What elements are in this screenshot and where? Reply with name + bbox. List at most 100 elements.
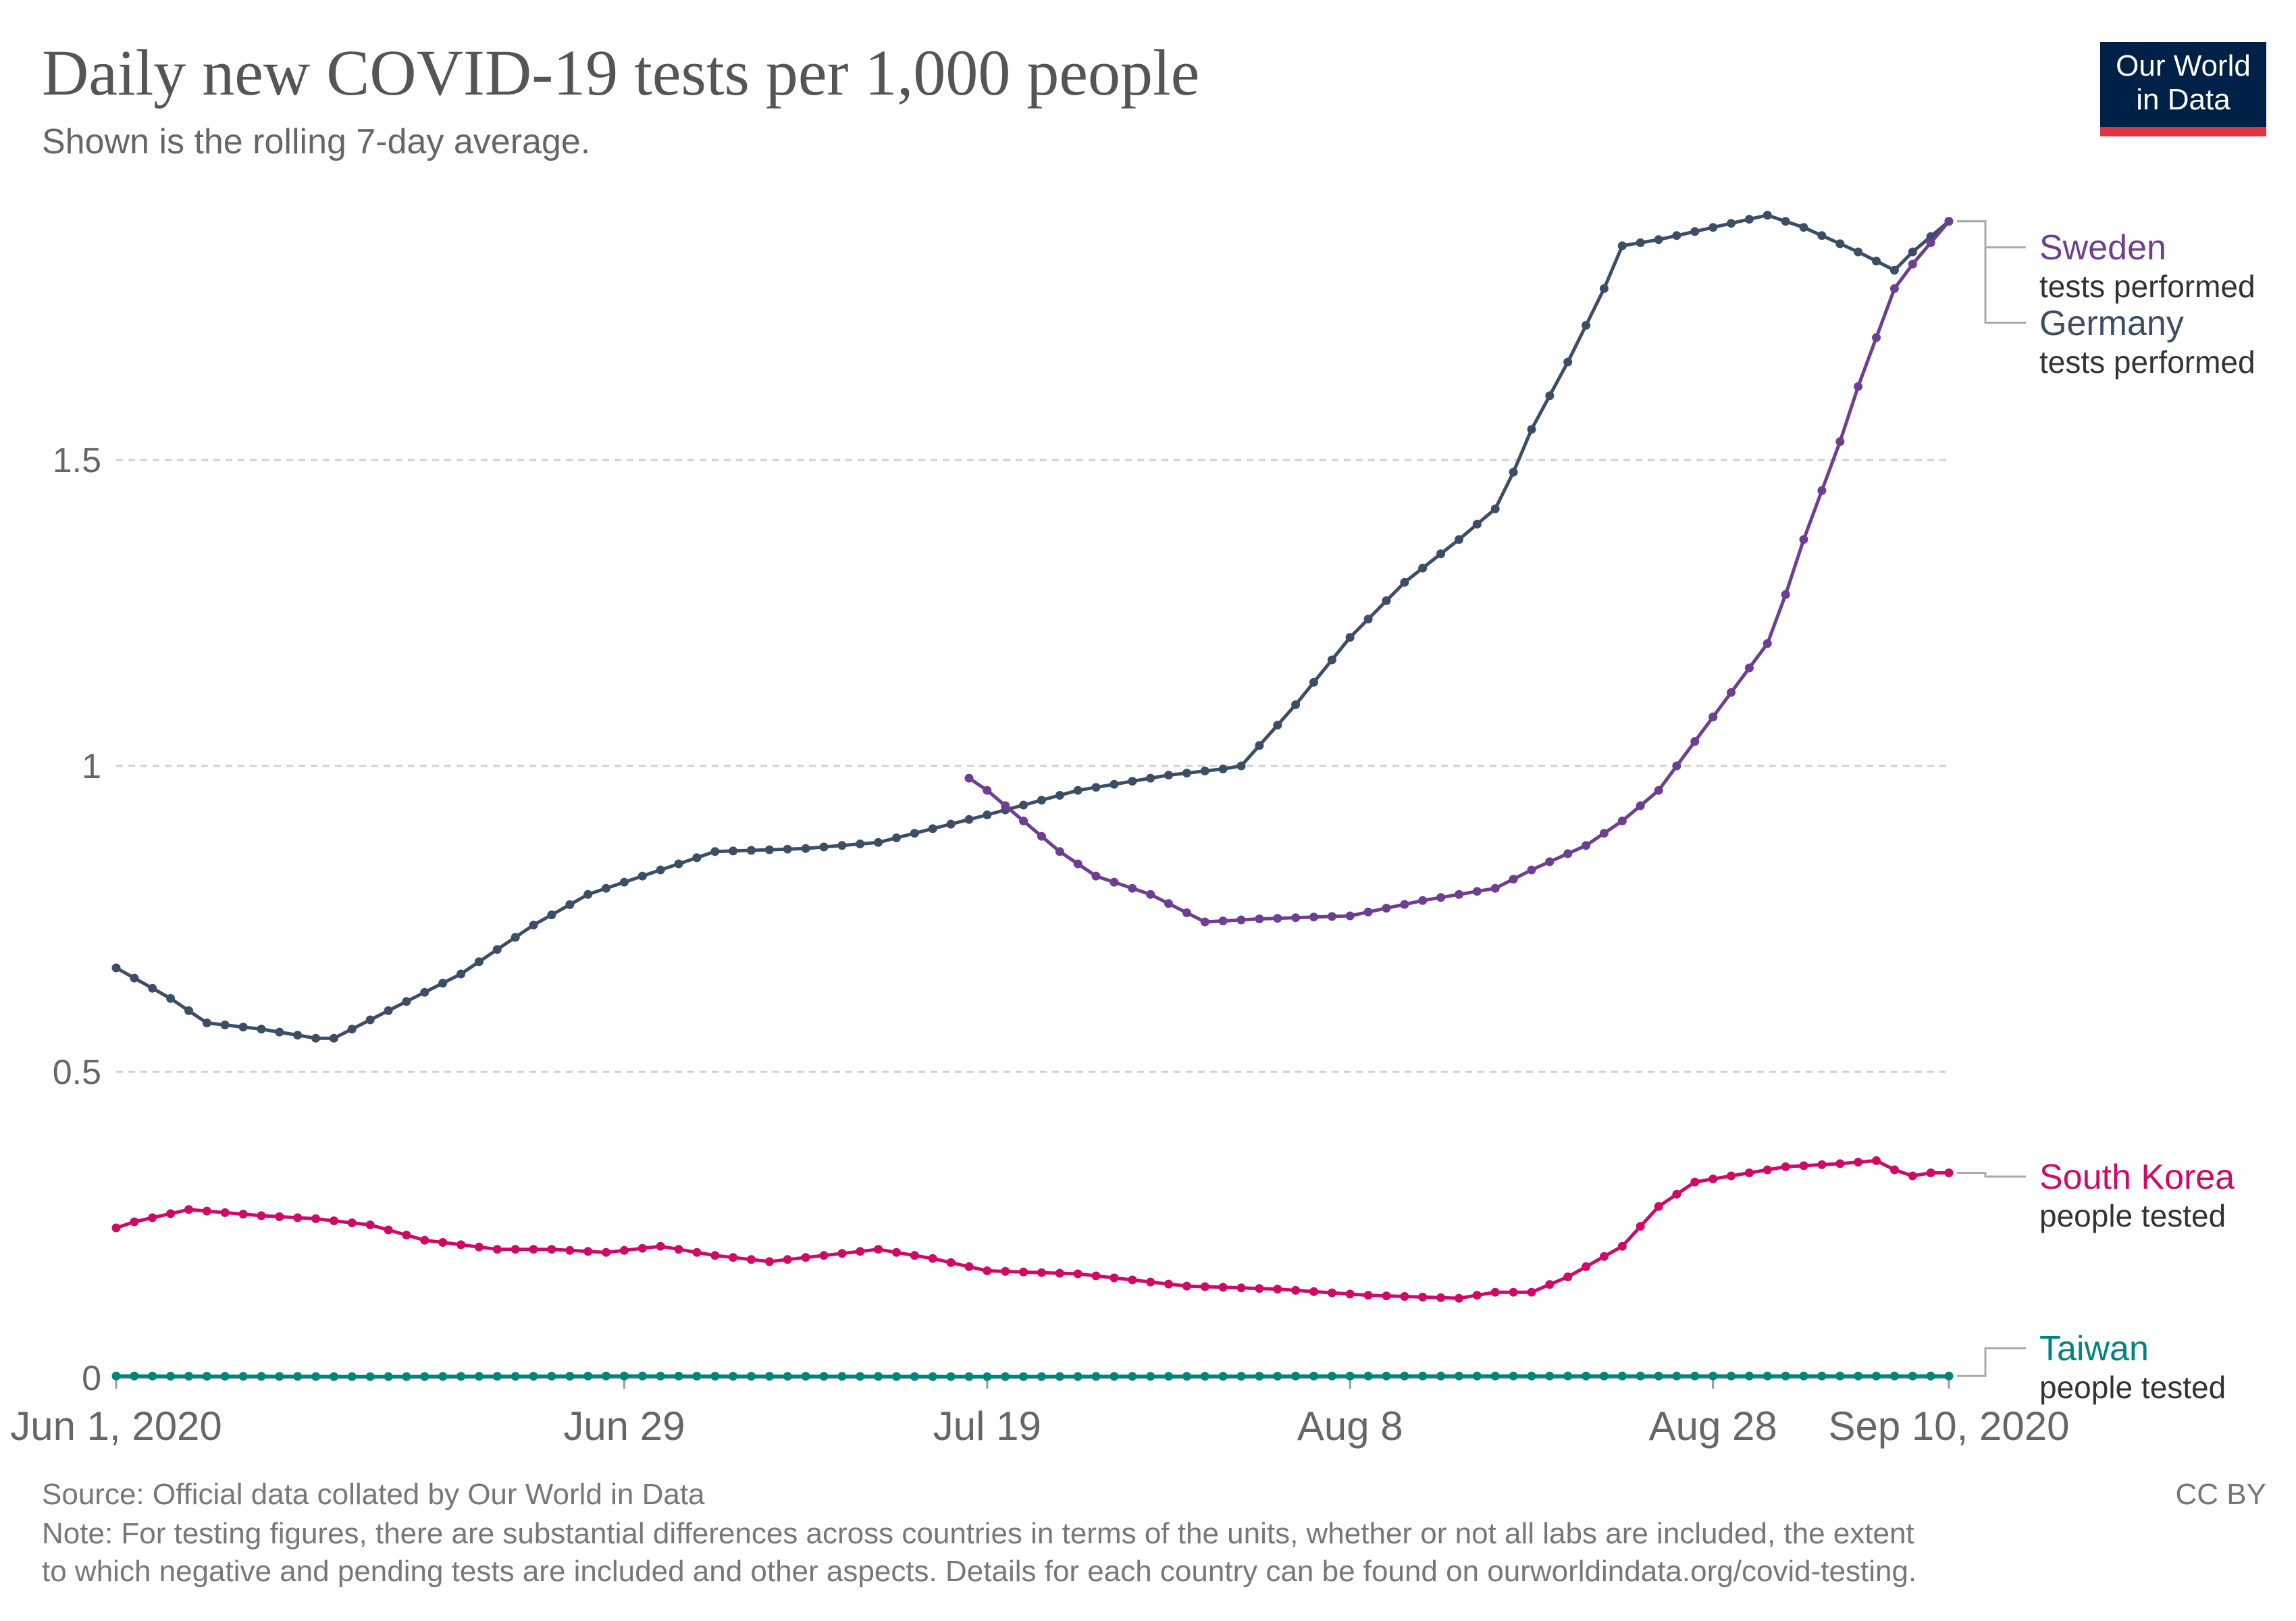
data-point [747, 1372, 756, 1381]
data-point [1200, 1282, 1209, 1291]
data-point [1563, 1272, 1573, 1281]
data-point [710, 1251, 720, 1260]
data-point [874, 1245, 883, 1254]
data-point [257, 1211, 266, 1220]
data-point [511, 933, 520, 942]
data-point [511, 1372, 520, 1381]
data-point [583, 1247, 593, 1256]
data-point [492, 945, 502, 954]
data-point [1146, 1372, 1155, 1381]
data-point [1200, 1372, 1209, 1381]
data-point [692, 1372, 702, 1381]
label-connector [1957, 220, 2026, 249]
data-point [1672, 1189, 1681, 1199]
data-point [1200, 917, 1209, 927]
logo-line-2: in Data [2136, 83, 2230, 116]
data-point [420, 1372, 429, 1381]
data-point [1509, 1371, 1518, 1381]
series-name-label: Germany [2039, 304, 2184, 343]
data-point [365, 1015, 375, 1025]
data-point [1146, 773, 1155, 783]
data-point [1182, 769, 1191, 778]
owid-logo[interactable]: Our World in Data [2100, 42, 2266, 136]
data-point [964, 1372, 974, 1381]
data-point [474, 1242, 484, 1252]
data-point [1091, 1372, 1101, 1381]
data-point [1744, 1371, 1754, 1381]
data-point [492, 1245, 502, 1254]
data-point [1037, 1268, 1046, 1277]
data-point [656, 1241, 665, 1251]
data-point [275, 1027, 284, 1037]
data-point [1545, 1280, 1555, 1289]
series-sweden [964, 217, 1954, 927]
data-point [347, 1025, 357, 1034]
data-point [1455, 1371, 1463, 1381]
data-point [1400, 577, 1409, 587]
data-point [148, 983, 157, 993]
data-point [1872, 1371, 1881, 1381]
data-point [474, 1372, 484, 1381]
data-point [710, 847, 720, 856]
data-point [964, 773, 974, 783]
data-point [819, 1251, 829, 1260]
data-point [565, 900, 575, 909]
footer-source[interactable]: Source: Official data collated by Our Wo… [42, 1478, 705, 1511]
data-point [1799, 535, 1808, 544]
data-point [1327, 1371, 1336, 1381]
data-point [1727, 688, 1736, 697]
data-point [1617, 817, 1627, 825]
series-unit-label: tests performed [2039, 269, 2255, 304]
data-point [856, 1372, 865, 1381]
data-point [1872, 257, 1881, 265]
series-name-label: South Korea [2039, 1158, 2235, 1197]
data-point [1073, 1269, 1082, 1279]
data-point [1236, 1283, 1246, 1293]
data-point [1545, 1371, 1555, 1381]
data-point [1436, 1293, 1446, 1302]
data-point [1073, 859, 1082, 869]
data-point [674, 859, 683, 869]
data-point [1055, 847, 1064, 856]
data-point [1582, 1262, 1591, 1271]
data-point [1363, 1291, 1373, 1300]
data-point [1563, 849, 1573, 858]
data-point [1744, 1168, 1754, 1177]
data-point [1944, 217, 1954, 226]
data-point [1400, 1292, 1409, 1301]
data-point [184, 1006, 193, 1015]
series-unit-label: people tested [2039, 1370, 2226, 1405]
data-point [1582, 321, 1591, 330]
data-point [275, 1372, 284, 1381]
data-point [1617, 241, 1627, 251]
series-name-label: Taiwan [2039, 1329, 2149, 1368]
data-point [1617, 1241, 1627, 1251]
data-point [874, 838, 883, 847]
footer-license[interactable]: CC BY [2175, 1478, 2266, 1511]
data-point [1654, 786, 1663, 795]
data-point [220, 1208, 230, 1217]
data-point [1110, 1372, 1119, 1381]
data-point [1273, 914, 1282, 923]
data-point [565, 1372, 575, 1381]
data-point [1744, 215, 1754, 224]
data-point [1708, 223, 1718, 232]
data-point [964, 1262, 974, 1271]
data-point [856, 840, 865, 848]
data-point [764, 1257, 774, 1266]
series-line [968, 220, 1950, 924]
data-point [1200, 767, 1209, 775]
data-point [1037, 831, 1046, 841]
x-tick-label: Jun 1, 2020 [10, 1404, 222, 1449]
data-point [1345, 911, 1355, 921]
data-point [347, 1372, 357, 1381]
data-point [1654, 235, 1663, 245]
data-point [1146, 1277, 1155, 1287]
data-point [619, 1245, 629, 1255]
data-point [1854, 1371, 1863, 1381]
data-point [1636, 1222, 1645, 1231]
data-point [1455, 890, 1463, 899]
data-point [1345, 633, 1355, 642]
data-point [438, 979, 448, 988]
